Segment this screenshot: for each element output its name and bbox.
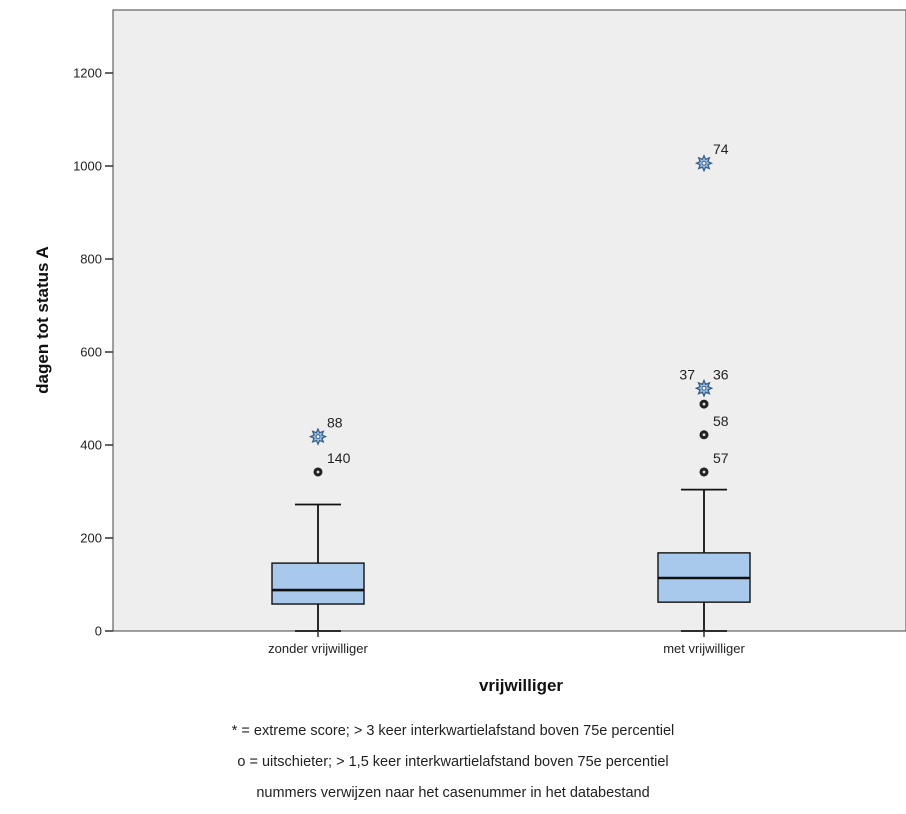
boxplot-chart: 0 200 400 600 800 1000 1200 88 140 74 37 36 58 57 zo… xyxy=(33,9,906,695)
y-tick-label: 200 xyxy=(80,531,102,546)
extreme-marker-center xyxy=(701,385,707,391)
outlier-label: 88 xyxy=(327,415,343,431)
x-axis: zonder vrijwilliger met vrijwilliger xyxy=(268,631,745,656)
outlier-marker-center xyxy=(702,470,706,474)
outlier-marker-center xyxy=(702,433,706,437)
y-tick-label: 600 xyxy=(80,345,102,360)
y-axis-title: dagen tot status A xyxy=(33,246,52,394)
footnote-case-numbers: nummers verwijzen naar het casenummer in… xyxy=(256,785,650,801)
y-tick-label: 1000 xyxy=(73,159,102,174)
y-tick-label: 1200 xyxy=(73,66,102,81)
iqr-box xyxy=(271,562,365,605)
box-1: 74 37 36 58 57 xyxy=(657,141,751,632)
footnote-outlier: o = uitschieter; > 1,5 keer interkwartie… xyxy=(237,754,669,770)
outlier-marker-center xyxy=(702,402,706,406)
plot-area xyxy=(112,9,906,632)
extreme-marker xyxy=(694,379,714,398)
box-0: 88 140 xyxy=(271,415,365,632)
outlier-label: 74 xyxy=(713,141,729,157)
outlier-marker-center xyxy=(316,470,320,474)
footnotes: * = extreme score; > 3 keer interkwartie… xyxy=(0,716,906,809)
extreme-marker-center xyxy=(701,160,707,166)
outlier-label: 37 xyxy=(679,366,695,382)
extreme-marker xyxy=(694,154,714,173)
y-tick-label: 400 xyxy=(80,438,102,453)
outlier-label: 57 xyxy=(713,450,729,466)
outlier-label: 36 xyxy=(713,366,729,382)
x-axis-title: vrijwilliger xyxy=(479,676,563,695)
y-axis: 0 200 400 600 800 1000 1200 xyxy=(73,66,113,639)
y-tick-label: 0 xyxy=(95,624,102,639)
boxes: 88 140 74 37 36 58 57 xyxy=(271,141,751,632)
y-tick-label: 800 xyxy=(80,252,102,267)
extreme-marker-center xyxy=(315,434,321,440)
outlier-label: 140 xyxy=(327,450,351,466)
outlier-label: 58 xyxy=(713,413,729,429)
x-category-label: zonder vrijwilliger xyxy=(268,641,368,656)
x-category-label: met vrijwilliger xyxy=(663,641,745,656)
extreme-marker xyxy=(308,427,328,446)
footnote-extreme: * = extreme score; > 3 keer interkwartie… xyxy=(231,723,675,739)
